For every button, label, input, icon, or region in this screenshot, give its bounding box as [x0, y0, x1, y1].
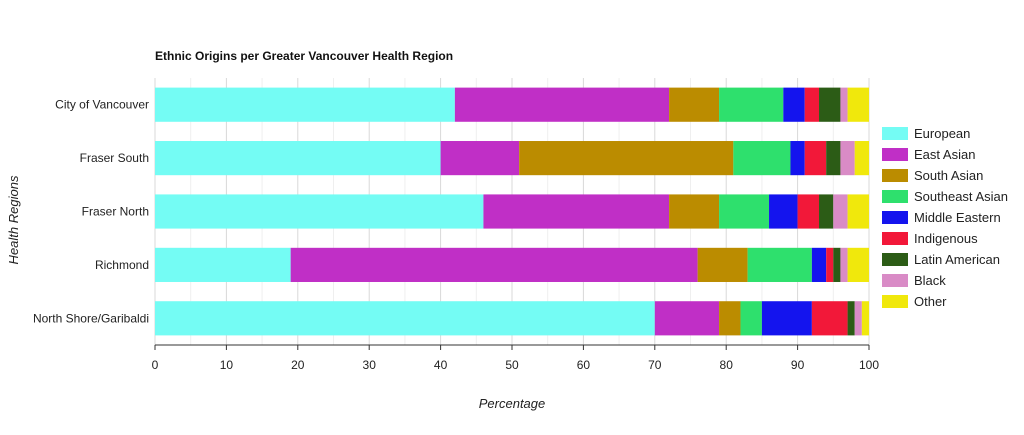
- y-tick-label: Richmond: [95, 258, 149, 272]
- bar-segment: [290, 247, 698, 282]
- bar-segment: [833, 194, 848, 229]
- y-axis-ticks: City of Vancouver Fraser South Fraser Nort…: [33, 98, 149, 326]
- bar-segment: [840, 141, 855, 176]
- legend-label: South Asian: [914, 168, 983, 183]
- bar-segment: [733, 141, 791, 176]
- x-tick-label: 90: [791, 358, 805, 372]
- bar-segment: [440, 141, 520, 176]
- bar-segment: [826, 141, 841, 176]
- bar-segment: [840, 87, 848, 122]
- bar-segment: [804, 141, 827, 176]
- x-tick-label: 30: [363, 358, 377, 372]
- legend-swatch: [882, 190, 908, 203]
- bar-segment: [847, 194, 869, 229]
- bar-segment: [804, 87, 820, 122]
- legend-swatch: [882, 232, 908, 245]
- bar-segment: [769, 194, 798, 229]
- x-tick-label: 60: [577, 358, 591, 372]
- bar-segment: [155, 194, 484, 229]
- x-tick-label: 10: [220, 358, 234, 372]
- x-tick-label: 70: [648, 358, 662, 372]
- bar-segment: [847, 301, 855, 336]
- legend-label: European: [914, 126, 970, 141]
- bar-segment: [454, 87, 670, 122]
- x-tick-label: 0: [152, 358, 159, 372]
- bar-segment: [761, 301, 812, 336]
- x-axis-title: Percentage: [479, 396, 546, 411]
- legend-label: Other: [914, 294, 947, 309]
- bar-segment: [819, 87, 841, 122]
- legend-label: Indigenous: [914, 231, 978, 246]
- legend-swatch: [882, 127, 908, 140]
- legend-label: Southeast Asian: [914, 189, 1008, 204]
- chart-title: Ethnic Origins per Greater Vancouver Hea…: [155, 49, 453, 63]
- bar-segment: [747, 247, 812, 282]
- legend-swatch: [882, 169, 908, 182]
- bar-segment: [833, 247, 841, 282]
- legend: European East Asian South Asian Southeast A…: [882, 126, 1008, 309]
- bar-segment: [669, 87, 720, 122]
- y-tick-label: City of Vancouver: [55, 98, 149, 112]
- bar-segment: [861, 301, 869, 336]
- bar-segment: [847, 87, 869, 122]
- bar-segment: [483, 194, 670, 229]
- legend-swatch: [882, 274, 908, 287]
- bar-segment: [826, 247, 834, 282]
- bar-segment: [697, 247, 748, 282]
- bar-segment: [790, 141, 805, 176]
- bar-segment: [155, 247, 291, 282]
- legend-label: Black: [914, 273, 946, 288]
- legend-swatch: [882, 211, 908, 224]
- legend-label: Latin American: [914, 252, 1000, 267]
- x-tick-label: 20: [291, 358, 305, 372]
- bar-segment: [811, 247, 827, 282]
- bar-segment: [669, 194, 720, 229]
- bars-group: [155, 87, 869, 336]
- bar-segment: [654, 301, 720, 336]
- bar-segment: [519, 141, 734, 176]
- x-tick-label: 40: [434, 358, 448, 372]
- bar-segment: [155, 301, 655, 336]
- legend-label: Middle Eastern: [914, 210, 1001, 225]
- bar-segment: [819, 194, 834, 229]
- bar-segment: [811, 301, 848, 336]
- x-tick-label: 80: [720, 358, 734, 372]
- bar-segment: [854, 301, 862, 336]
- legend-label: East Asian: [914, 147, 975, 162]
- bar-segment: [840, 247, 848, 282]
- x-axis-ticks: 0 10 20 30 40 50 60 70 80 90 100: [152, 345, 879, 372]
- y-tick-label: Fraser South: [80, 151, 149, 165]
- bar-segment: [155, 87, 455, 122]
- x-tick-label: 50: [505, 358, 519, 372]
- bar-segment: [719, 87, 784, 122]
- bar-segment: [783, 87, 805, 122]
- x-tick-label: 100: [859, 358, 879, 372]
- y-axis-title: Health Regions: [6, 175, 21, 264]
- bar-segment: [719, 194, 770, 229]
- bar-segment: [740, 301, 762, 336]
- bar-segment: [719, 301, 741, 336]
- y-tick-label: Fraser North: [82, 205, 149, 219]
- y-tick-label: North Shore/Garibaldi: [33, 311, 149, 325]
- bar-segment: [847, 247, 869, 282]
- legend-swatch: [882, 253, 908, 266]
- legend-swatch: [882, 148, 908, 161]
- legend-swatch: [882, 295, 908, 308]
- bar-segment: [854, 141, 869, 176]
- bar-segment: [155, 141, 441, 176]
- bar-segment: [797, 194, 820, 229]
